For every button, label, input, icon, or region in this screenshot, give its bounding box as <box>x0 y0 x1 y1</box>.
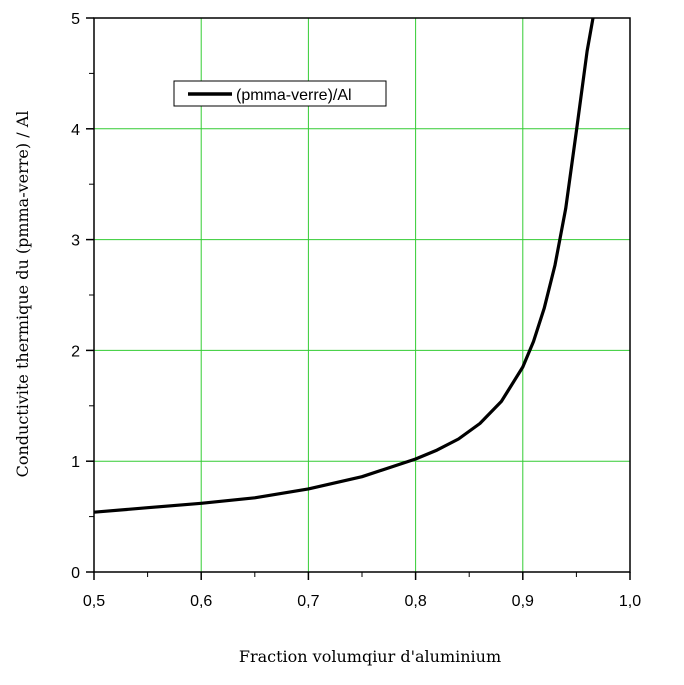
plot-frame <box>93 17 631 573</box>
x-tick-label: 0,5 <box>83 593 105 610</box>
y-axis-title: Conductivite thermique du (pmma-verre) /… <box>13 111 32 478</box>
legend: (pmma-verre)/Al <box>173 80 387 107</box>
series-line <box>94 18 595 514</box>
tick-labels: 0,5 0,6 0,7 0,8 0,9 1,0 0 1 2 3 4 5 <box>71 11 641 610</box>
y-tick-label: 1 <box>71 454 80 471</box>
x-tick-label: 0,6 <box>190 593 212 610</box>
x-tick-label: 0,9 <box>512 593 534 610</box>
y-tick-label: 4 <box>71 122 80 139</box>
legend-label: (pmma-verre)/Al <box>236 87 352 104</box>
x-tick-label: 0,7 <box>297 593 319 610</box>
series-layer <box>94 18 595 514</box>
minor-ticks <box>89 72 577 577</box>
x-tick-label: 0,8 <box>404 593 426 610</box>
y-tick-label: 3 <box>71 233 80 250</box>
x-axis-title: Fraction volumqiur d'aluminium <box>239 647 501 666</box>
major-ticks <box>86 17 631 580</box>
y-tick-label: 5 <box>71 11 80 28</box>
y-tick-label: 0 <box>71 565 80 582</box>
x-tick-label: 1,0 <box>619 593 641 610</box>
y-tick-label: 2 <box>71 343 80 360</box>
grid-layer <box>94 18 630 572</box>
